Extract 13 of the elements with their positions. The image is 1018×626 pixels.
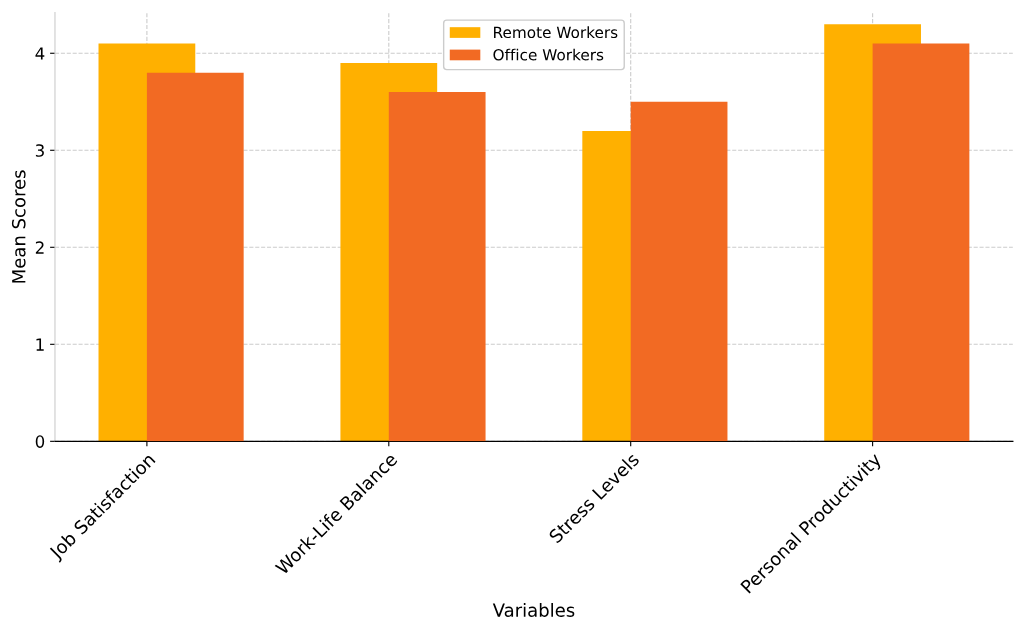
y-tick-label: 0 xyxy=(35,435,45,448)
bar xyxy=(388,92,486,442)
y-axis-title: Mean Scores xyxy=(11,170,26,283)
y-tick-label: 4 xyxy=(35,47,45,60)
bar xyxy=(872,43,970,442)
y-tick-label: 1 xyxy=(36,338,44,351)
legend-label: Office Workers xyxy=(493,48,604,61)
bar xyxy=(146,72,244,442)
x-axis-title: Variables xyxy=(492,602,575,617)
legend-label: Remote Workers xyxy=(494,26,618,39)
bar xyxy=(630,101,728,442)
y-tick-label: 2 xyxy=(35,241,44,254)
y-tick-label: 3 xyxy=(35,144,44,157)
